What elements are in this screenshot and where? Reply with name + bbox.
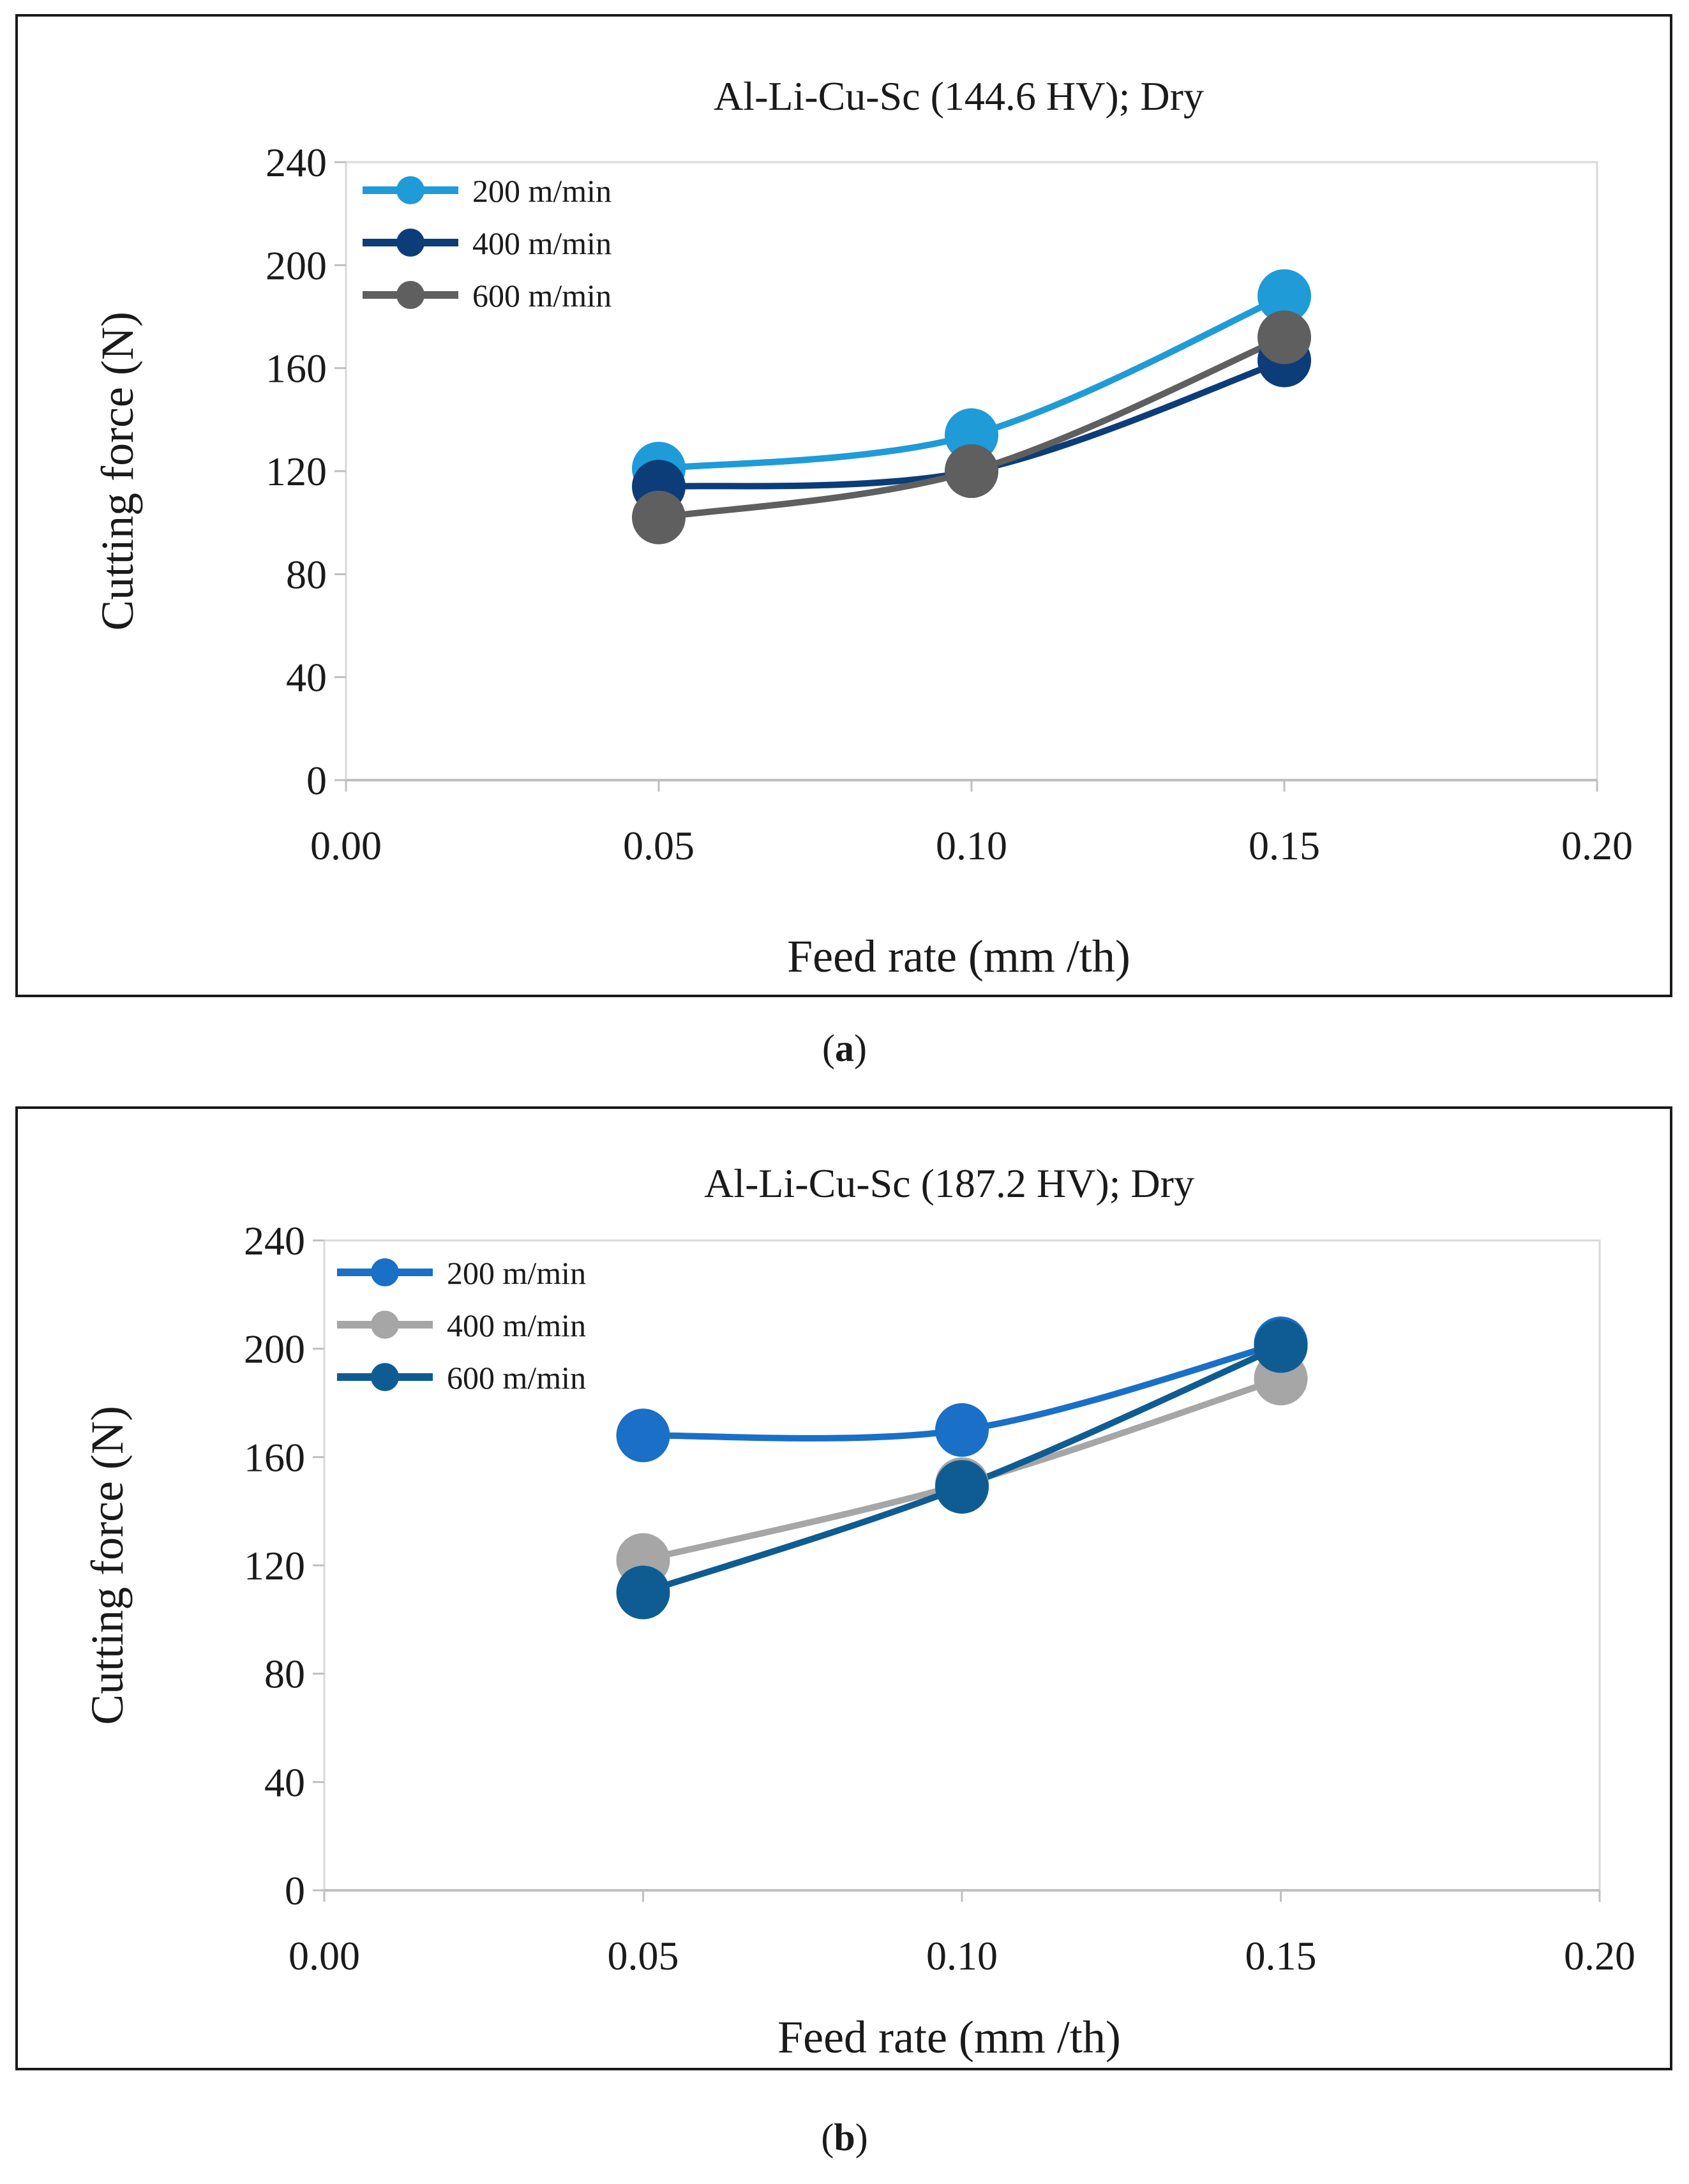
chart-a-legend-marker-3 <box>396 281 424 309</box>
chart-a-x-tick-label: 0.10 <box>936 823 1007 868</box>
chart-b-y-tick-label: 160 <box>244 1435 305 1480</box>
caption-b-open: ( <box>821 2116 834 2158</box>
chart-a-y-tick-label: 40 <box>286 655 327 700</box>
chart-a-x-tick-label: 0.15 <box>1249 823 1320 868</box>
chart-b-series-1-point <box>935 1403 989 1457</box>
chart-b-x-tick-label: 0.20 <box>1564 1933 1635 1978</box>
chart-b-title: Al-Li-Cu-Sc (187.2 HV); Dry <box>704 1161 1194 1206</box>
chart-a-x-tick-label: 0.00 <box>310 823 382 868</box>
chart-b-svg: Al-Li-Cu-Sc (187.2 HV); Dry 0 40 80 120 160 20… <box>82 1161 1635 2063</box>
chart-b-y-tick-label: 120 <box>244 1543 305 1588</box>
chart-a-legend-label-3: 600 m/min <box>472 278 612 313</box>
chart-b-legend-label-1: 200 m/min <box>447 1255 586 1291</box>
chart-b-series-3-point <box>935 1459 989 1514</box>
caption-a: (a) <box>0 1027 1689 1071</box>
chart-a-x-label: Feed rate (mm /th) <box>787 931 1130 982</box>
chart-a-title: Al-Li-Cu-Sc (144.6 HV); Dry <box>714 73 1204 119</box>
caption-a-letter: a <box>835 1027 854 1069</box>
chart-b-legend-marker-1 <box>371 1258 399 1286</box>
chart-a-legend-marker-2 <box>396 229 424 257</box>
chart-b-x-label: Feed rate (mm /th) <box>777 2012 1121 2063</box>
chart-a-series-3-point <box>945 444 998 498</box>
chart-a-series-3-point <box>1257 310 1311 365</box>
chart-a-legend-label-2: 400 m/min <box>472 225 612 261</box>
chart-b-legend-label-2: 400 m/min <box>447 1307 586 1343</box>
caption-a-open: ( <box>822 1027 835 1069</box>
chart-a-y-tick-label: 240 <box>266 140 327 185</box>
chart-b-y-tick-label: 80 <box>264 1652 305 1697</box>
chart-a-y-tick-label: 200 <box>266 243 327 288</box>
chart-a-svg: Al-Li-Cu-Sc (144.6 HV); Dry 0 40 80 120 160 20… <box>92 73 1633 982</box>
chart-b-legend-label-3: 600 m/min <box>447 1360 586 1396</box>
chart-b-x-tick-label: 0.10 <box>926 1933 998 1978</box>
caption-b-letter: b <box>834 2116 855 2158</box>
chart-b-y-tick-label: 240 <box>244 1218 305 1263</box>
chart-b-series-3-point <box>1254 1319 1308 1373</box>
chart-a-y-tick-label: 160 <box>266 346 327 391</box>
chart-b-y-label: Cutting force (N) <box>82 1406 133 1725</box>
caption-a-close: ) <box>854 1027 867 1069</box>
chart-a-legend-marker-1 <box>396 176 424 204</box>
chart-b-x-tick-label: 0.00 <box>289 1933 360 1978</box>
chart-b-x-tick-label: 0.05 <box>608 1933 679 1978</box>
chart-a-y-tick-label: 0 <box>306 758 327 803</box>
chart-b-legend-marker-3 <box>371 1363 399 1391</box>
caption-b-close: ) <box>855 2116 868 2158</box>
chart-b-y-tick-label: 200 <box>244 1327 305 1372</box>
chart-b-x-tick-label: 0.15 <box>1245 1933 1317 1978</box>
chart-b-y-tick-label: 0 <box>285 1868 305 1913</box>
chart-b-y-tick-label: 40 <box>264 1759 305 1805</box>
chart-panel-b: Al-Li-Cu-Sc (187.2 HV); Dry 0 40 80 120 160 20… <box>15 1106 1672 2070</box>
chart-a-series-1-point <box>1257 269 1311 323</box>
chart-b-series-1-point <box>616 1408 670 1463</box>
chart-a-y-tick-label: 120 <box>266 449 327 494</box>
chart-panel-a: Al-Li-Cu-Sc (144.6 HV); Dry 0 40 80 120 160 20… <box>15 14 1672 997</box>
chart-a-x-tick-label: 0.05 <box>623 823 694 868</box>
chart-a-legend-label-1: 200 m/min <box>472 173 612 209</box>
chart-a-x-tick-label: 0.20 <box>1561 823 1633 868</box>
chart-a-y-label: Cutting force (N) <box>92 312 143 631</box>
chart-b-series-3-point <box>616 1565 670 1620</box>
chart-b-legend-marker-2 <box>371 1311 399 1339</box>
caption-b: (b) <box>0 2116 1689 2160</box>
chart-a-series-3-point <box>632 490 686 545</box>
chart-a-y-tick-label: 80 <box>286 552 327 597</box>
